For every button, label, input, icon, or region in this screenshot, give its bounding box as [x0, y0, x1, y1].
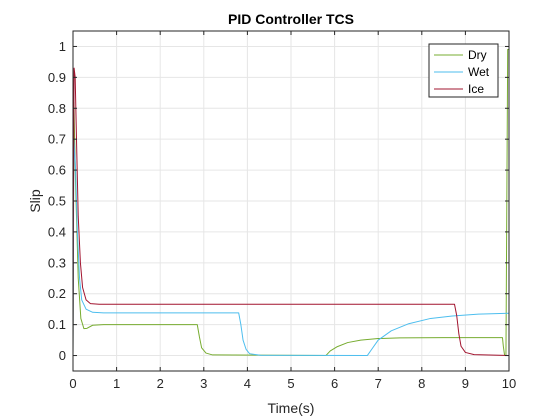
y-tick-label: 1: [59, 39, 66, 54]
x-tick-label: 5: [287, 376, 294, 391]
y-tick-label: 0.7: [48, 132, 66, 147]
x-tick-label: 0: [69, 376, 76, 391]
y-tick-label: 0.4: [48, 224, 66, 239]
x-tick-label: 7: [375, 376, 382, 391]
x-tick-label: 9: [462, 376, 469, 391]
y-tick-labels: 0 0.1 0.2 0.3 0.4 0.5 0.6 0.7 0.8 0.9 1: [48, 39, 66, 363]
y-tick-label: 0.5: [48, 194, 66, 209]
series-line-wet: [72, 138, 510, 357]
y-tick-label: 0.9: [48, 70, 66, 85]
legend-label-dry: Dry: [468, 48, 487, 62]
x-tick-label: 1: [113, 376, 120, 391]
chart-title: PID Controller TCS: [228, 11, 354, 27]
x-tick-label: 6: [331, 376, 338, 391]
x-tick-label: 3: [200, 376, 207, 391]
x-tick-label: 8: [418, 376, 425, 391]
y-tick-label: 0.8: [48, 101, 66, 116]
axis-ticks: [72, 31, 510, 371]
x-tick-labels: 0 1 2 3 4 5 6 7 8 9 10: [69, 376, 516, 391]
legend-label-ice: Ice: [468, 82, 484, 96]
y-tick-label: 0.1: [48, 317, 66, 332]
legend: Dry Wet Ice: [428, 43, 499, 98]
x-tick-label: 4: [244, 376, 251, 391]
series-lines: [72, 49, 510, 357]
y-tick-label: 0.6: [48, 163, 66, 178]
y-tick-label: 0.2: [48, 286, 66, 301]
y-axis-title: Slip: [27, 189, 43, 213]
x-tick-label: 10: [502, 376, 516, 391]
legend-label-wet: Wet: [468, 65, 490, 79]
y-tick-label: 0.3: [48, 255, 66, 270]
x-tick-label: 2: [157, 376, 164, 391]
legend-box: [428, 43, 499, 98]
series-line-ice: [72, 67, 510, 357]
y-tick-label: 0: [59, 348, 66, 363]
x-axis-title: Time(s): [268, 400, 315, 416]
